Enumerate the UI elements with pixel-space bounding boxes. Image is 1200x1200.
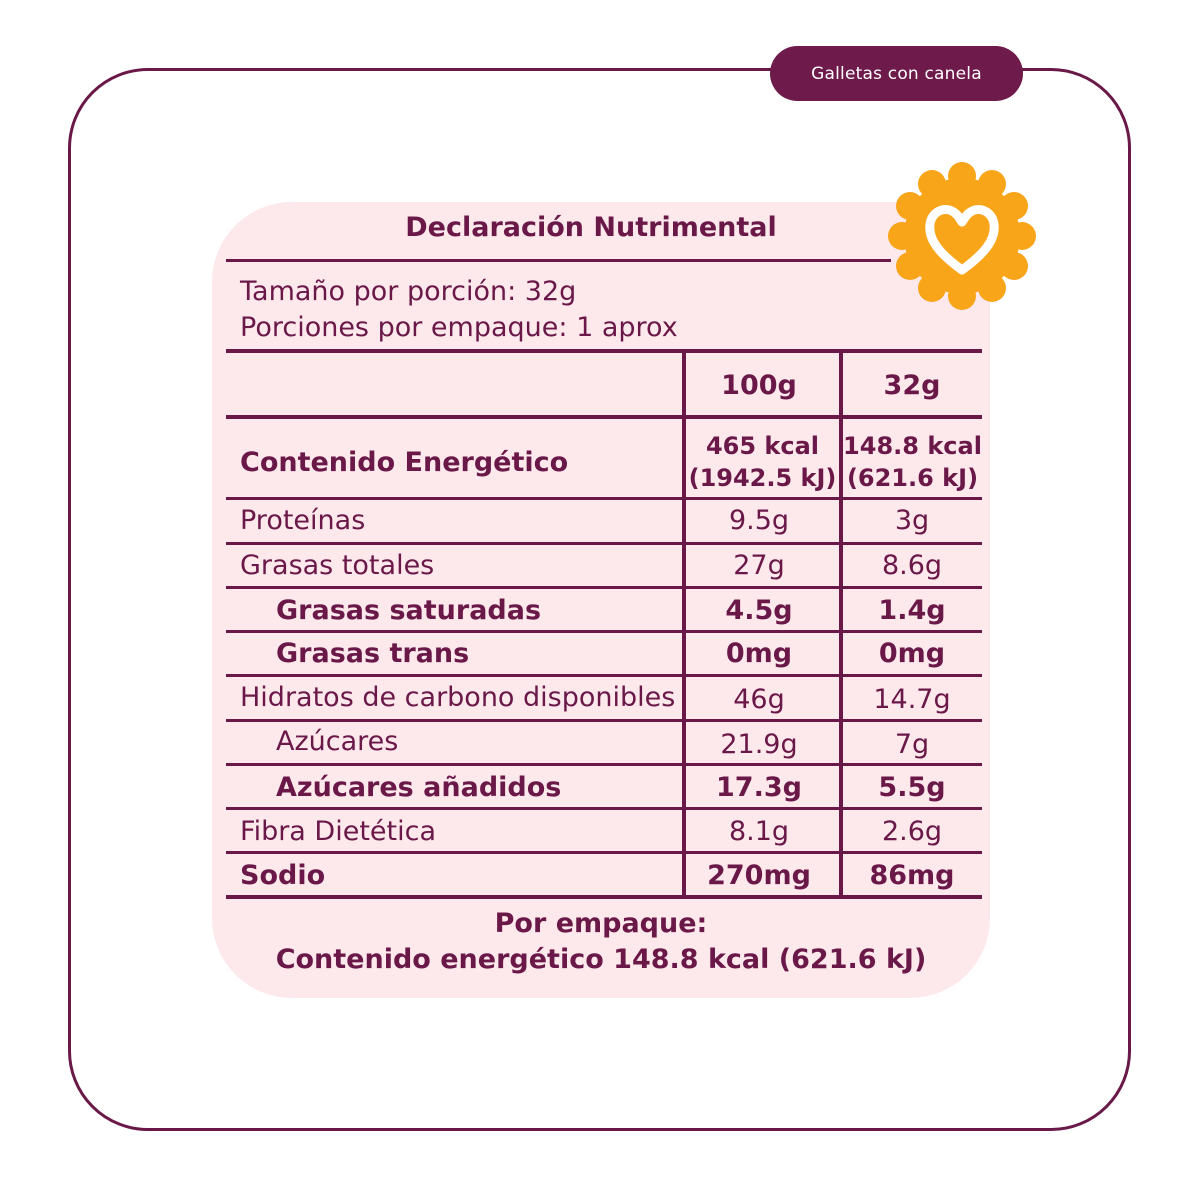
row-value-portion: 7g [894, 729, 930, 760]
row-label: Azúcares [276, 726, 399, 757]
row-value-portion: 8.6g [881, 550, 943, 581]
row-value-portion: 1.4g [878, 595, 946, 626]
product-tag-label: Galletas con canela [811, 63, 982, 84]
table-rule [226, 349, 982, 353]
row-value-portion: 86mg [869, 860, 955, 891]
row-label: Fibra Dietética [240, 816, 437, 847]
column-header-100g: 100g [721, 370, 797, 401]
row-value-portion: 2.6g [881, 816, 943, 847]
row-label: Proteínas [240, 505, 366, 536]
table-rule [226, 851, 982, 854]
table-rule [226, 542, 982, 545]
panel-title: Declaración Nutrimental [405, 212, 777, 243]
row-value-100g: 4.5g [725, 595, 793, 626]
row-value-100g: 8.1g [728, 816, 790, 847]
heart-icon [925, 205, 999, 275]
table-rule [226, 807, 982, 810]
row-value-portion: 5.5g [878, 772, 946, 803]
row-label: Grasas saturadas [276, 595, 542, 626]
row-value-100g: 21.9g [720, 729, 798, 760]
table-rule [226, 674, 982, 677]
row-value-100g: 9.5g [728, 505, 790, 536]
table-rule [226, 719, 982, 722]
table-rule [226, 630, 982, 633]
row-value-100g: 27g [733, 550, 785, 581]
divider [226, 259, 891, 262]
table-rule [226, 497, 982, 500]
row-value-100g: 270mg [707, 860, 811, 891]
row-value-100g: 0mg [725, 638, 793, 669]
row-value-portion: 0mg [878, 638, 946, 669]
column-rule [839, 349, 843, 899]
per-pack-heading: Por empaque: [494, 908, 708, 939]
serving-size: Tamaño por porción: 32g [240, 276, 577, 307]
servings-per-pack: Porciones por empaque: 1 aprox [240, 312, 678, 343]
table-rule [226, 415, 982, 419]
row-label: Hidratos de carbono disponibles [240, 682, 676, 713]
row-value-100g: 17.3g [716, 772, 802, 803]
energy-100g: 465 kcal (1942.5 kJ) [688, 432, 837, 492]
row-value-portion: 14.7g [873, 684, 951, 715]
row-label: Grasas trans [276, 638, 470, 669]
energy-label: Contenido Energético [240, 447, 569, 478]
table-rule [226, 763, 982, 766]
row-label: Sodio [240, 860, 326, 891]
outer-frame [68, 68, 1131, 1131]
row-label: Grasas totales [240, 550, 435, 581]
row-label: Azúcares añadidos [276, 772, 562, 803]
column-rule [682, 349, 686, 899]
heart-badge-icon [888, 162, 1036, 310]
product-tag: Galletas con canela [770, 46, 1023, 101]
table-rule [226, 895, 982, 899]
table-rule [226, 586, 982, 589]
row-value-100g: 46g [733, 684, 785, 715]
column-header-portion: 32g [883, 370, 941, 401]
energy-portion: 148.8 kcal (621.6 kJ) [843, 432, 982, 492]
nutrition-panel [212, 202, 990, 998]
row-value-portion: 3g [894, 505, 930, 536]
per-pack-energy: Contenido energético 148.8 kcal (621.6 k… [275, 944, 927, 975]
